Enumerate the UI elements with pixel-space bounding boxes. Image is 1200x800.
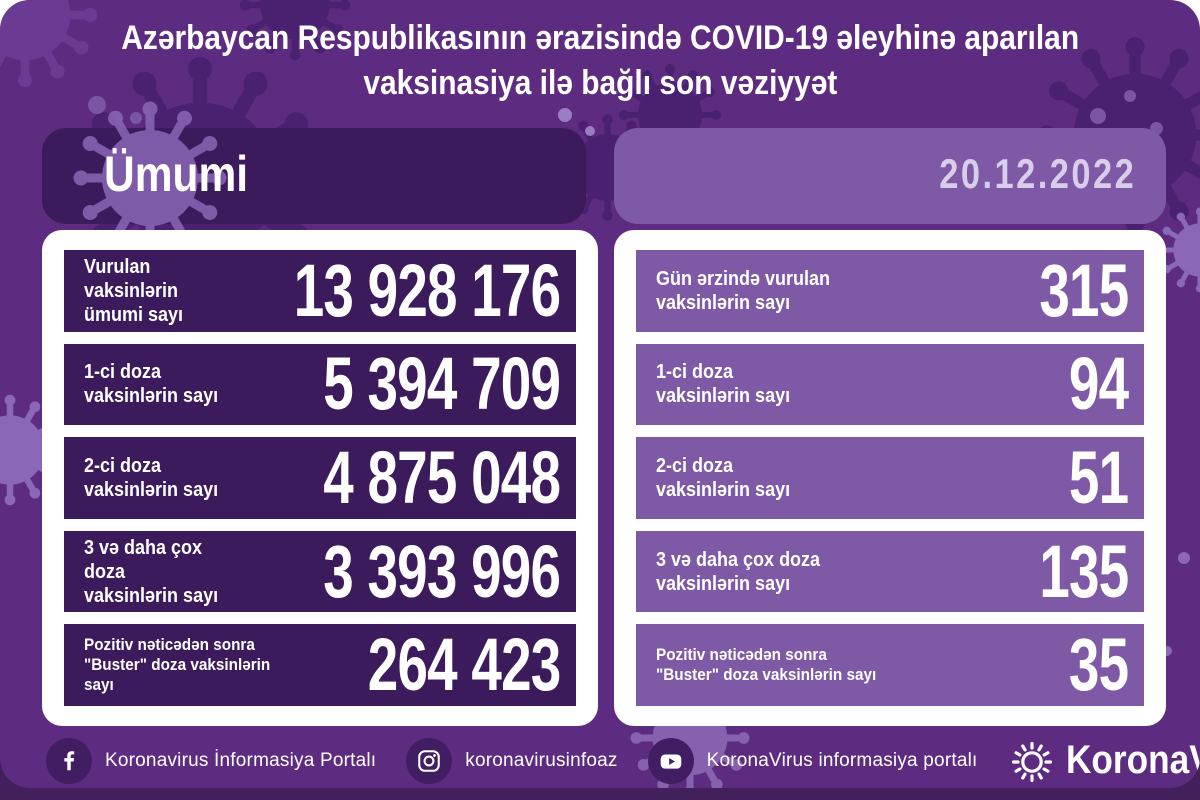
stat-value: 4 875 048 [323,435,561,519]
instagram-label: koronavirusinfoaz [465,750,618,771]
footer: Koronavirus İnformasiya Portalı koronavi… [0,732,1200,788]
page-title: Azərbaycan Respublikasının ərazisində CO… [0,16,1200,106]
dot-decoration [1090,108,1106,124]
virus-logo-icon [1011,741,1052,783]
stat-row: Pozitiv nəticədən sonra "Buster" doza va… [636,624,1144,706]
stat-row: 3 və daha çox doza vaksinlərin sayı 135 [636,529,1144,613]
stat-value: 13 928 176 [293,248,560,332]
stat-value: 264 423 [367,623,561,707]
youtube-icon [647,738,694,784]
title-line-2: vaksinasiya ilə bağlı son vəziyyət [363,63,837,102]
dot-decoration [585,126,595,136]
stat-row: 3 və daha çox doza vaksinlərin sayı 3 39… [64,529,576,613]
stat-label: 2-ci doza vaksinlərin sayı [84,454,219,501]
dot-decoration [1178,552,1190,564]
stat-label: 1-ci doza vaksinlərin sayı [656,361,791,408]
dot-decoration [88,96,106,114]
stat-value: 135 [1038,529,1129,613]
stat-value: 94 [1068,342,1129,426]
stat-row: 2-ci doza vaksinlərin sayı 51 [636,437,1144,519]
stat-label: Vurulan vaksinlərin ümumi sayı [84,255,184,326]
stat-label: Pozitiv nəticədən sonra "Buster" doza va… [656,644,877,685]
logo-text: KoronaVirus [1065,738,1200,782]
instagram-icon [406,738,453,784]
right-stats-card: Gün ərzində vurulan vaksinlərin sayı 315… [614,230,1166,726]
youtube-label: KoronaVirus informasiya portalı [706,750,978,771]
stat-label: 3 və daha çox doza vaksinlərin sayı [84,536,219,607]
dot-decoration [130,112,142,124]
dot-decoration [558,108,572,122]
stat-value: 51 [1068,435,1129,519]
stat-row: 2-ci doza vaksinlərin sayı 4 875 048 [64,437,576,519]
left-stats-card: Vurulan vaksinlərin ümumi sayı 13 928 17… [42,230,598,726]
social-instagram[interactable]: koronavirusinfoaz [406,738,617,784]
left-panel-header: Ümumi [42,128,586,224]
stat-label: 2-ci doza vaksinlərin sayı [656,454,791,501]
stat-value: 5 394 709 [323,342,561,426]
stat-value: 35 [1068,623,1129,707]
stat-value: 315 [1038,248,1129,332]
left-panel-title: Ümumi [104,146,249,202]
stat-row: 1-ci doza vaksinlərin sayı 5 394 709 [64,342,576,426]
facebook-label: Koronavirus İnformasiya Portalı [105,750,377,771]
stat-row: Vurulan vaksinlərin ümumi sayı 13 928 17… [64,250,576,332]
stat-label: Pozitiv nəticədən sonra "Buster" doza va… [84,634,271,695]
stat-row: Pozitiv nəticədən sonra "Buster" doza va… [64,624,576,706]
title-line-1: Azərbaycan Respublikasının ərazisində CO… [121,19,1079,57]
stat-label: 3 və daha çox doza vaksinlərin sayı [656,548,821,595]
koronavirus-logo: KoronaVirus info [1008,736,1200,786]
social-facebook[interactable]: Koronavirus İnformasiya Portalı [46,738,376,784]
right-panel-header: 20.12.2022 [614,128,1166,224]
dot-decoration [1162,646,1172,656]
social-youtube[interactable]: KoronaVirus informasiya portalı [647,738,978,784]
stat-value: 3 393 996 [323,529,561,613]
stat-label: 1-ci doza vaksinlərin sayı [84,361,219,408]
report-date: 20.12.2022 [939,150,1136,197]
stat-label: Gün ərzində vurulan vaksinlərin sayı [656,267,831,314]
stat-row: Gün ərzində vurulan vaksinlərin sayı 315 [636,250,1144,332]
dot-decoration [1124,90,1136,102]
facebook-icon [46,738,92,784]
stat-row: 1-ci doza vaksinlərin sayı 94 [636,342,1144,426]
